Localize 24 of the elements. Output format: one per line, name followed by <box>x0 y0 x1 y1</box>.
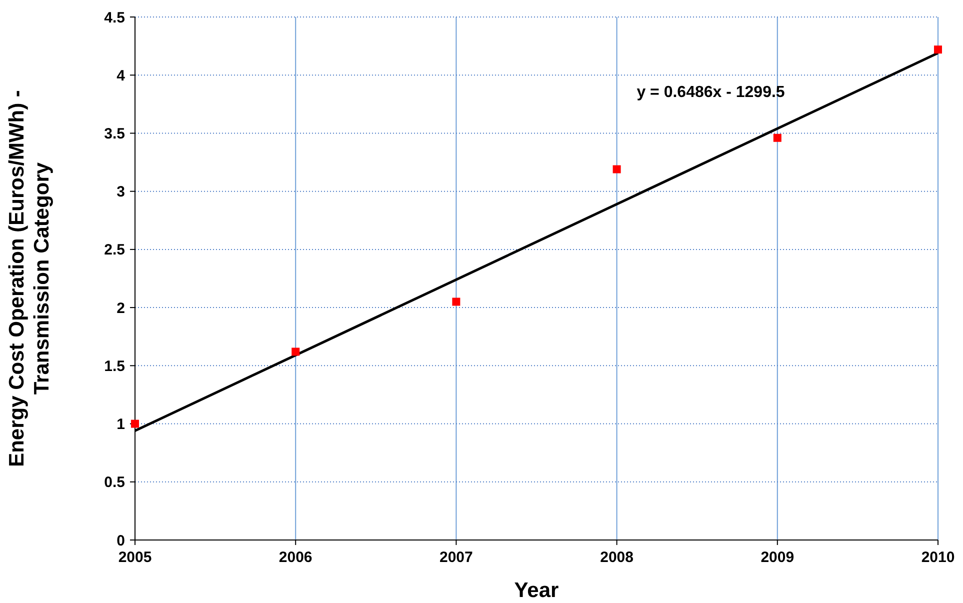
y-tick-label: 2.5 <box>104 242 125 259</box>
x-tick-label: 2006 <box>278 549 312 566</box>
y-tick-label: 2 <box>116 300 125 317</box>
y-tick-label: 1 <box>116 416 125 434</box>
point <box>773 134 782 142</box>
y-tick-label: 4 <box>116 67 126 84</box>
point <box>452 298 460 306</box>
point <box>934 46 942 54</box>
point <box>612 165 621 174</box>
x-tick-label: 2009 <box>760 549 794 566</box>
point <box>292 348 300 356</box>
y-tick-label: 3 <box>116 184 125 201</box>
y-axis-title: Energy Cost Operation (Euros/MWh) - Transmission Category <box>5 90 54 467</box>
y-tick-label: 0 <box>116 532 125 550</box>
x-axis-title: Year <box>514 579 559 602</box>
x-tick-label: 2005 <box>118 549 152 566</box>
y-tick-label: 3.5 <box>104 125 125 142</box>
x-tick-label: 2008 <box>600 549 634 566</box>
point <box>131 420 139 428</box>
y-tick-label: 1.5 <box>104 358 125 375</box>
y-tick-label: 4.5 <box>104 9 125 26</box>
x-tick-label: 2007 <box>440 549 473 566</box>
x-tick-label: 2010 <box>921 549 955 566</box>
y-tick-label: 0.5 <box>104 474 125 492</box>
